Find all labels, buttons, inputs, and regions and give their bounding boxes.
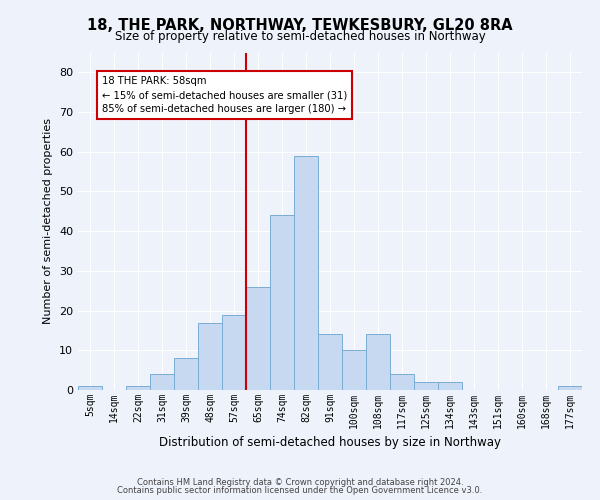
Bar xyxy=(438,382,462,390)
Y-axis label: Number of semi-detached properties: Number of semi-detached properties xyxy=(43,118,53,324)
Bar xyxy=(294,156,318,390)
X-axis label: Distribution of semi-detached houses by size in Northway: Distribution of semi-detached houses by … xyxy=(159,436,501,450)
Bar xyxy=(222,314,246,390)
Bar xyxy=(414,382,438,390)
Bar xyxy=(126,386,150,390)
Bar xyxy=(246,287,270,390)
Bar xyxy=(342,350,366,390)
Bar xyxy=(150,374,174,390)
Bar xyxy=(390,374,414,390)
Text: Contains HM Land Registry data © Crown copyright and database right 2024.: Contains HM Land Registry data © Crown c… xyxy=(137,478,463,487)
Bar xyxy=(198,322,222,390)
Bar xyxy=(318,334,342,390)
Bar xyxy=(78,386,102,390)
Text: 18, THE PARK, NORTHWAY, TEWKESBURY, GL20 8RA: 18, THE PARK, NORTHWAY, TEWKESBURY, GL20… xyxy=(87,18,513,32)
Bar xyxy=(174,358,198,390)
Text: Contains public sector information licensed under the Open Government Licence v3: Contains public sector information licen… xyxy=(118,486,482,495)
Text: Size of property relative to semi-detached houses in Northway: Size of property relative to semi-detach… xyxy=(115,30,485,43)
Text: 18 THE PARK: 58sqm
← 15% of semi-detached houses are smaller (31)
85% of semi-de: 18 THE PARK: 58sqm ← 15% of semi-detache… xyxy=(102,76,347,114)
Bar xyxy=(558,386,582,390)
Bar xyxy=(366,334,390,390)
Bar xyxy=(270,216,294,390)
